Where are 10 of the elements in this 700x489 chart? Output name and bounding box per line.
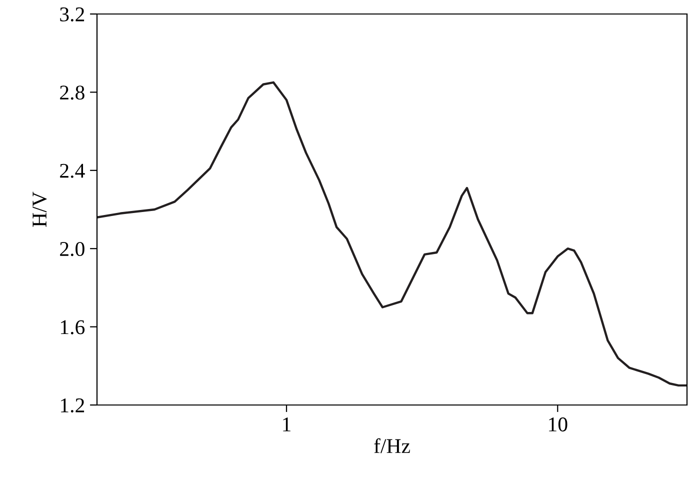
x-tick-label: 10: [549, 417, 568, 432]
x-axis-title: f/Hz: [374, 438, 410, 454]
y-axis-title: H/V: [32, 192, 47, 227]
y-tick-label: 1.2: [60, 398, 84, 413]
x-tick-label: 1: [283, 418, 290, 432]
y-tick-label: 2.4: [60, 164, 85, 178]
y-tick-label: 2.0: [60, 242, 84, 256]
y-tick-label: 2.8: [60, 86, 84, 100]
y-tick-label: 1.6: [60, 320, 85, 334]
y-tick-label: 3.2: [60, 7, 84, 22]
